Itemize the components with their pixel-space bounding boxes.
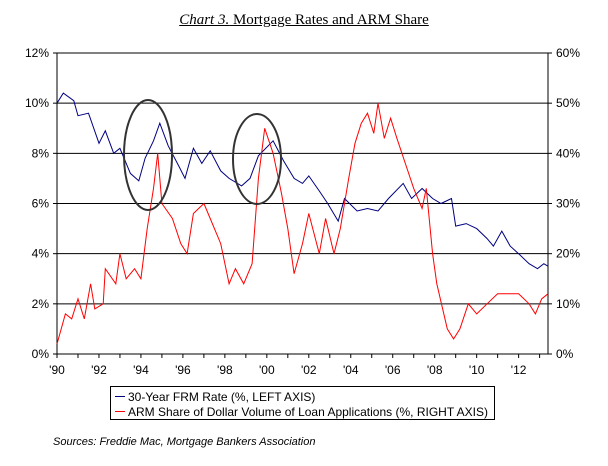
y-right-tick-label: 0%	[556, 347, 574, 361]
y-right-tick-label: 60%	[556, 46, 580, 60]
y-left-tick-label: 4%	[32, 247, 50, 261]
x-tick-label: '06	[385, 363, 401, 377]
legend-item-arm: ARM Share of Dollar Volume of Loan Appli…	[115, 404, 494, 419]
title-text: Mortgage Rates and ARM Share	[232, 12, 429, 28]
y-right-tick-label: 30%	[556, 197, 580, 211]
x-tick-label: '96	[175, 363, 191, 377]
x-tick-label: '02	[301, 363, 317, 377]
annotation-ellipse	[123, 99, 173, 211]
y-left-tick-label: 0%	[32, 347, 50, 361]
x-tick-label: '94	[133, 363, 149, 377]
chart-title: Chart 3. Mortgage Rates and ARM Share	[0, 12, 608, 29]
frm-rate-line	[56, 92, 549, 270]
legend-item-frm: 30-Year FRM Rate (%, LEFT AXIS)	[115, 389, 494, 404]
x-tick-label: '12	[511, 363, 527, 377]
x-tick-label: '92	[91, 363, 107, 377]
legend-label: 30-Year FRM Rate (%, LEFT AXIS)	[128, 389, 316, 404]
y-left-tick-label: 8%	[32, 146, 50, 160]
y-right-tick-label: 10%	[556, 297, 580, 311]
x-tick-label: '00	[259, 363, 275, 377]
source-note: Sources: Freddie Mac, Mortgage Bankers A…	[53, 436, 316, 448]
y-left-tick-label: 10%	[25, 96, 49, 110]
legend-swatch	[115, 411, 125, 412]
y-right-tick-label: 50%	[556, 96, 580, 110]
y-right-tick-label: 40%	[556, 146, 580, 160]
x-tick-label: '98	[217, 363, 233, 377]
title-prefix: Chart 3.	[179, 12, 230, 28]
x-tick-label: '10	[469, 363, 485, 377]
annotation-ellipse	[232, 113, 282, 205]
legend-swatch	[115, 396, 125, 397]
arm-share-line	[56, 103, 549, 345]
y-left-tick-label: 6%	[32, 197, 50, 211]
x-tick-label: '04	[343, 363, 359, 377]
x-tick-label: '08	[427, 363, 443, 377]
y-right-tick-label: 20%	[556, 247, 580, 261]
x-tick-label: '90	[49, 363, 65, 377]
legend-label: ARM Share of Dollar Volume of Loan Appli…	[128, 404, 488, 419]
legend: 30-Year FRM Rate (%, LEFT AXIS) ARM Shar…	[110, 386, 495, 420]
y-left-tick-label: 2%	[32, 297, 50, 311]
y-left-tick-label: 12%	[25, 46, 49, 60]
